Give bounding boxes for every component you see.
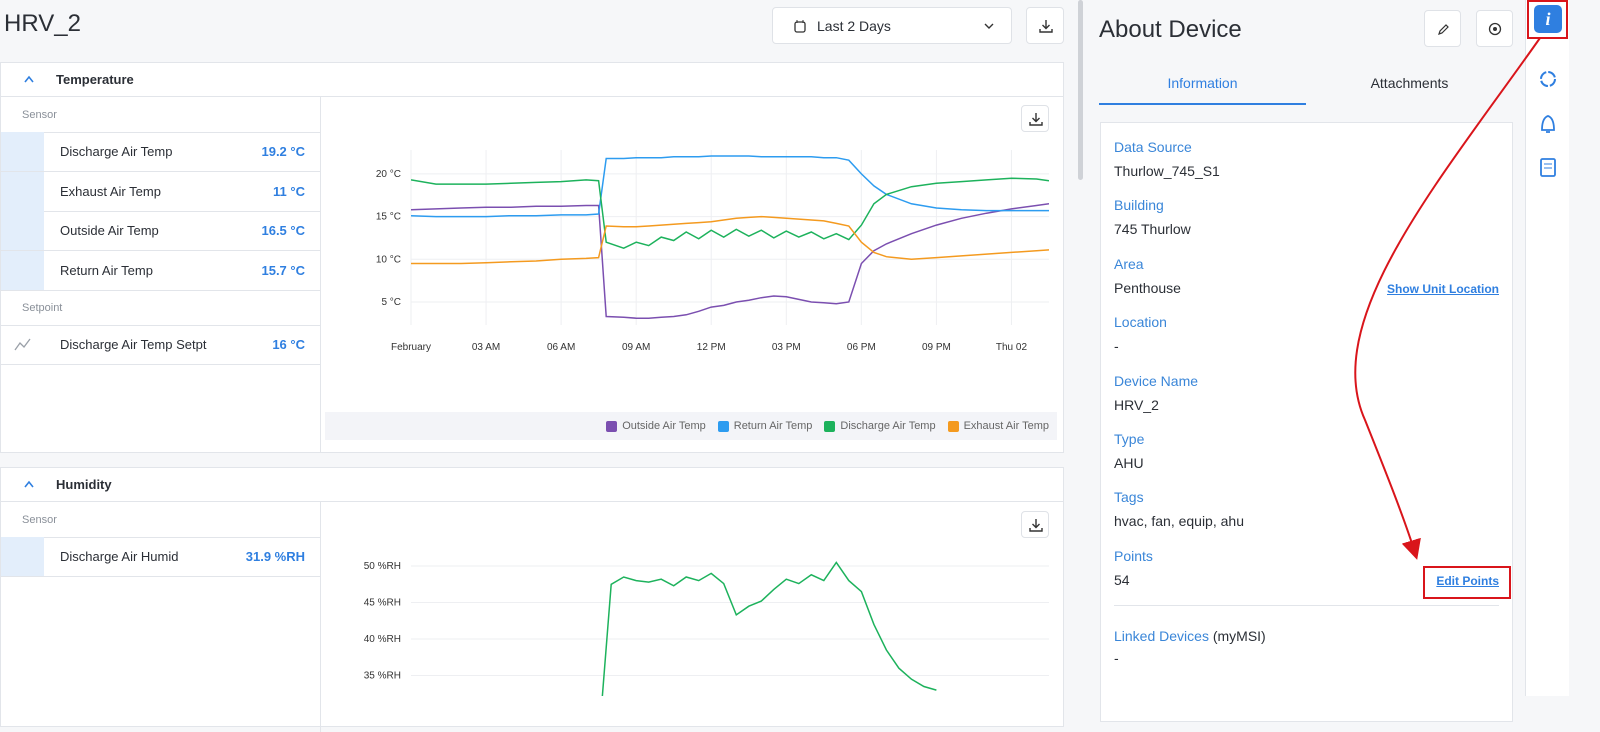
edit-points-link[interactable]: Edit Points [1436, 574, 1499, 588]
point-value: 15.7 °C [261, 262, 305, 278]
legend-bar [325, 412, 1057, 440]
legend-item[interactable]: Discharge Air Temp [824, 420, 936, 432]
point-name: Discharge Air Humid [60, 549, 179, 564]
row-divider [1, 576, 320, 577]
field-value: 745 Thurlow [1114, 221, 1191, 238]
highlight-box [1423, 566, 1511, 599]
row-divider [1, 325, 320, 326]
info-icon-button[interactable]: i [1534, 5, 1562, 33]
tab-underline [1099, 103, 1306, 105]
sidebar-icons [1540, 71, 1556, 177]
scrollbar [1078, 0, 1083, 180]
field-label: Device Name [1114, 372, 1199, 389]
chart-download-button[interactable] [1021, 511, 1049, 538]
field-value: 54 [1114, 571, 1130, 588]
point-value: 11 °C [273, 183, 305, 199]
show-unit-location-link[interactable]: Show Unit Location [1387, 282, 1499, 296]
legend-label: Outside Air Temp [622, 420, 706, 432]
section-divider [1, 501, 1063, 502]
date-range-picker[interactable]: Last 2 Days [772, 7, 1012, 44]
row-icon-bg [1, 250, 44, 290]
download-icon [1039, 20, 1053, 33]
point-value: 16.5 °C [261, 223, 305, 238]
date-range-label: Last 2 Days [817, 18, 891, 34]
field-value: Penthouse [1114, 279, 1181, 296]
section-title: Humidity [56, 477, 112, 492]
highlight-box [1527, 0, 1568, 39]
point-value: 31.9 %RH [245, 549, 305, 564]
legend-item[interactable]: Return Air Temp [717, 420, 813, 432]
legend-label: Discharge Air Temp [840, 420, 936, 432]
section-title: Temperature [56, 72, 134, 87]
temperature-card [0, 62, 1064, 453]
row-icon-bg [1, 211, 44, 250]
field-label: Building [1114, 197, 1164, 214]
field-label: Tags [1114, 489, 1144, 506]
row-icon-bg [1, 171, 44, 211]
download-icon [1029, 519, 1043, 532]
download-button[interactable] [1026, 7, 1064, 44]
row-divider [1, 250, 320, 251]
point-value: 19.2 °C [261, 144, 305, 159]
legend-swatch [947, 420, 959, 432]
row-divider [1, 210, 320, 212]
row-divider [1, 537, 320, 538]
legend-swatch [824, 420, 836, 432]
row-icon-bg [1, 537, 44, 576]
group-label: Sensor [22, 109, 57, 121]
row-divider [1, 171, 320, 172]
linked-devices-suffix: (myMSI) [1212, 628, 1266, 644]
legend-label: Return Air Temp [733, 420, 813, 432]
field-value: Thurlow_745_S1 [1114, 163, 1220, 179]
legend: Outside Air Temp Return Air Temp Discharge… [325, 412, 1049, 440]
field-label: Type [1114, 431, 1145, 447]
field-label: Data Source [1114, 139, 1192, 155]
field-value: AHU [1114, 455, 1144, 471]
legend-item[interactable]: Exhaust Air Temp [947, 420, 1049, 432]
linked-devices: Linked Devices (myMSI) [1114, 628, 1266, 644]
group-label: Setpoint [22, 302, 63, 314]
info-divider [1114, 605, 1499, 606]
row-divider [1, 289, 320, 291]
field-value: hvac, fan, equip, ahu [1114, 513, 1244, 530]
field-label: Points [1114, 547, 1153, 564]
legend-label: Exhaust Air Temp [963, 420, 1049, 432]
row-divider [1, 132, 320, 133]
field-label: Area [1114, 255, 1144, 272]
point-name: Return Air Temp [60, 262, 153, 278]
legend-swatch [717, 420, 729, 432]
humidity-card [0, 467, 1064, 727]
locate-button[interactable] [1476, 10, 1513, 47]
row-divider [1, 364, 320, 365]
field-value: - [1114, 338, 1119, 355]
chart-download-button[interactable] [1021, 105, 1049, 132]
edit-button[interactable] [1424, 10, 1461, 47]
section-divider [1, 96, 1063, 97]
point-name: Outside Air Temp [60, 223, 159, 238]
linked-devices-value: - [1114, 650, 1119, 666]
point-name: Discharge Air Temp [60, 144, 173, 159]
pencil-icon [1438, 24, 1449, 35]
group-label: Sensor [22, 514, 57, 526]
legend-item[interactable]: Outside Air Temp [606, 420, 706, 432]
legend-swatch [606, 420, 618, 432]
page-title: HRV_2 [4, 10, 81, 37]
tab-attachments[interactable]: Attachments [1370, 75, 1449, 91]
field-value: HRV_2 [1114, 396, 1159, 413]
point-value: 16 °C [272, 337, 305, 352]
calendar-icon [794, 20, 806, 33]
point-name: Exhaust Air Temp [60, 183, 161, 199]
field-label: Location [1114, 314, 1167, 331]
compass-icon [1488, 22, 1502, 36]
panel-title: About Device [1099, 16, 1242, 43]
point-name: Discharge Air Temp Setpt [60, 337, 207, 352]
list-divider [320, 97, 321, 452]
list-divider [320, 502, 321, 732]
tab-information[interactable]: Information [1167, 75, 1238, 91]
linked-devices-label: Linked Devices [1114, 628, 1209, 644]
download-icon [1029, 113, 1043, 126]
row-icon-bg [1, 132, 44, 171]
dropdown-icon [984, 23, 994, 29]
